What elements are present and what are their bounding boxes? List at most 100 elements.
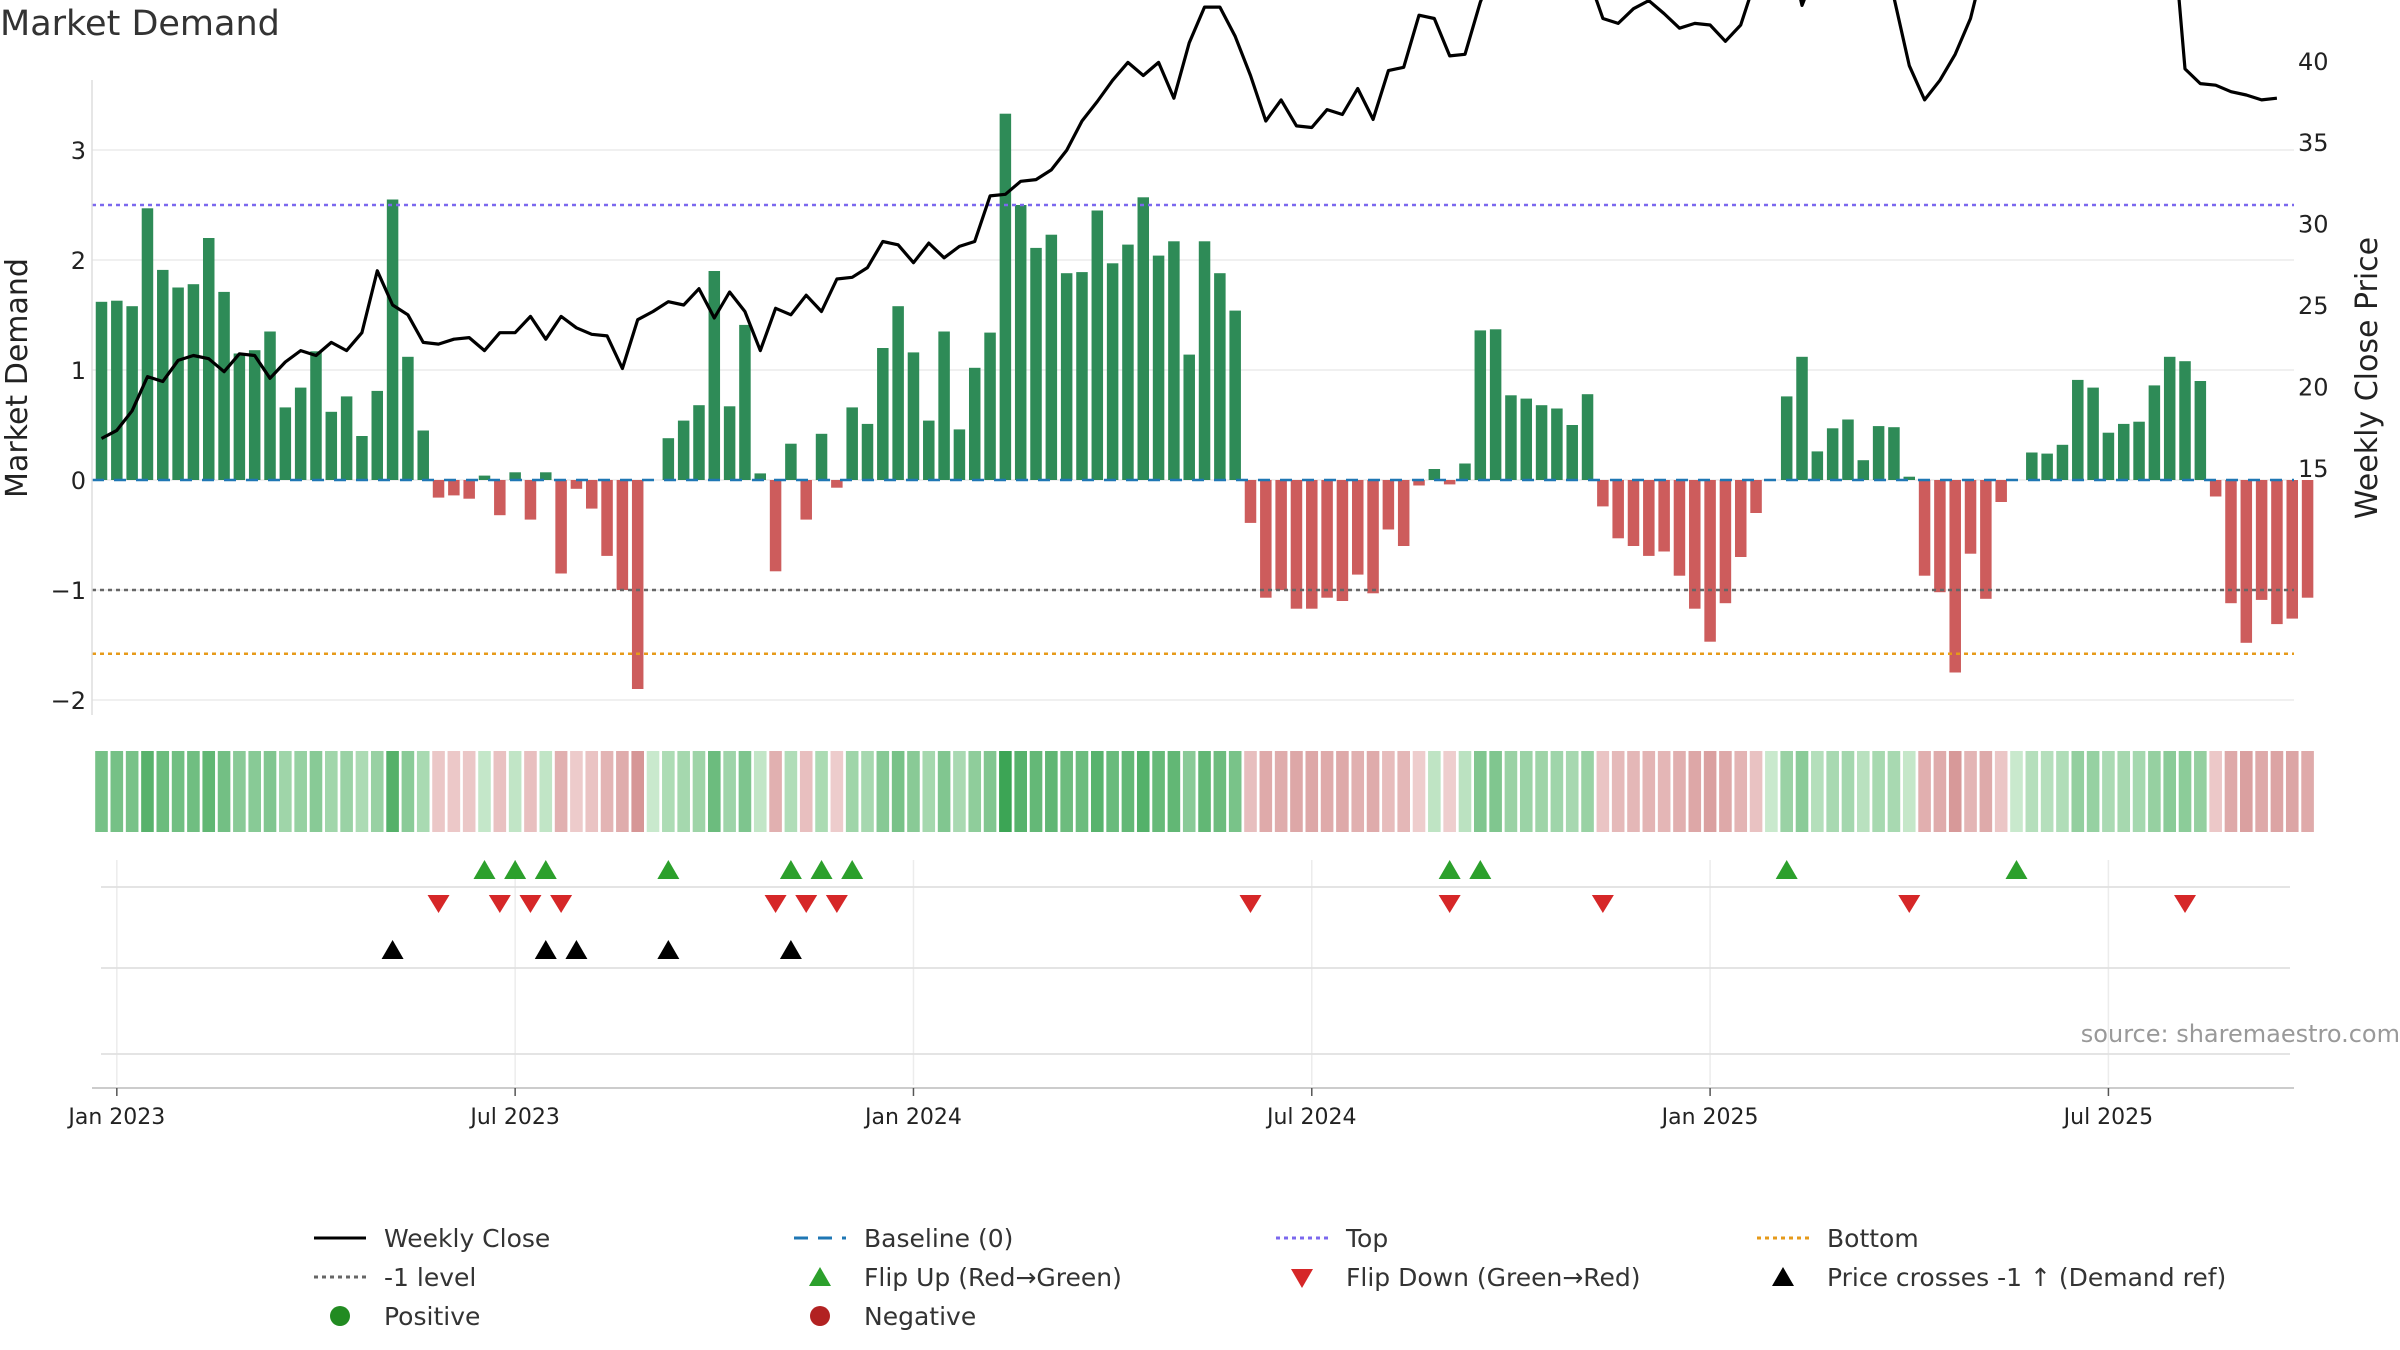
heat-cell [493,751,507,832]
heat-cell [1274,751,1288,832]
heat-cell [2132,751,2146,832]
cross-marker [381,940,404,959]
x-tick-label: Jan 2024 [863,1105,962,1130]
heat-cell [2148,751,2161,832]
heat-cell [723,751,736,832]
positive-bar [95,301,108,480]
legend-label: Flip Up (Red→Green) [864,1262,1122,1292]
negative-bar [494,480,506,516]
heat-cell [2117,751,2131,832]
positive-bar [2148,385,2161,480]
heat-cell [1167,751,1181,832]
x-tick-label: Jul 2024 [1265,1105,1357,1130]
heat-cell [1719,751,1732,832]
positive-bar [402,356,414,480]
heat-cell [1474,751,1487,832]
legend-item: Weekly Close [310,1223,550,1253]
heat-cell [2086,751,2100,832]
heat-cell [2270,751,2284,832]
flip-up-marker [810,860,833,879]
flip-up-marker [841,860,864,879]
heat-cell [95,751,108,832]
heat-cell [1795,751,1809,832]
negative-bar [2255,480,2268,600]
y2-axis-title: Weekly Close Price [2350,237,2385,519]
positive-bar [938,331,950,480]
legend-item: Positive [310,1301,480,1331]
heat-cell [1627,751,1640,832]
negative-bar [1244,480,1257,523]
flip-down-marker [1438,895,1461,913]
heat-cell [1688,751,1702,832]
heat-cell [1596,751,1610,832]
heat-cell [1244,751,1257,832]
y2-tick-label: 35 [2298,129,2329,157]
negative-bar [2209,480,2222,497]
heat-cell [1060,751,1073,832]
heat-cell [753,751,767,832]
legend-item: Flip Up (Red→Green) [790,1262,1122,1292]
heat-cell [554,751,568,832]
heat-cell [478,751,491,832]
heat-cell [784,751,798,832]
x-tick-label: Jan 2023 [66,1105,165,1130]
dotted-line-icon [310,1262,370,1292]
negative-bar [1627,480,1640,546]
negative-bar [2240,480,2253,643]
heat-cell [1428,751,1441,832]
positive-bar [157,269,169,480]
heat-cell [1918,751,1931,832]
price-line-layer [100,0,2278,440]
negative-bar [1367,480,1379,594]
y-tick-label: 1 [71,357,86,385]
positive-bar [248,350,261,480]
heat-cell [1857,751,1870,832]
positive-bar [953,429,966,480]
positive-bar [1137,197,1150,481]
positive-bar [1214,273,1226,480]
legend-label: Bottom [1827,1223,1919,1253]
negative-bar [769,480,782,572]
positive-bar [2179,361,2191,480]
positive-bar [1566,425,1578,480]
negative-bar [1290,480,1303,609]
positive-bar [1826,428,1839,480]
heat-cell [999,751,1012,832]
flip-down-marker [1591,895,1614,913]
heat-cell [1979,751,1993,832]
heat-cell [309,751,323,832]
dotted-line-icon [1272,1223,1332,1253]
positive-bar [677,420,690,480]
negative-bar [448,480,460,496]
positive-bar [325,411,338,480]
positive-bar [815,433,828,480]
positive-bar [172,287,184,480]
triangle-up-icon [1753,1262,1813,1292]
flip-down-marker [795,895,818,913]
heat-cell [845,751,859,832]
positive-bar [1091,210,1104,480]
heat-cell [1902,751,1916,832]
positive-bar [708,271,721,480]
heat-cell [1826,751,1839,832]
heat-cell [891,751,905,832]
negative-bar [524,480,537,520]
positive-bar [1076,272,1088,480]
heat-cell [631,751,644,832]
heat-cell [662,751,675,832]
legend-item: Baseline (0) [790,1223,1013,1253]
legend-item: Negative [790,1301,976,1331]
heat-cell [1320,751,1334,832]
negative-bar [585,480,598,509]
negative-bar [1934,480,1946,593]
positive-bar [2133,421,2145,480]
positive-bar [1520,398,1533,480]
heat-cell [1397,751,1410,832]
heat-cell [524,751,537,832]
positive-bar [861,423,874,480]
positive-bar [417,430,429,480]
positive-bar [1535,405,1548,480]
heat-cell [2163,751,2176,832]
positive-bar [1060,273,1073,480]
positive-bar [2072,379,2084,480]
